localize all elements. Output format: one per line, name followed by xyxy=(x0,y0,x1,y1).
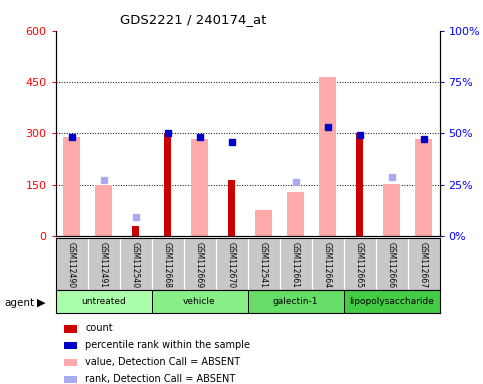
Bar xyxy=(132,226,139,236)
Bar xyxy=(356,133,363,236)
Text: value, Detection Call = ABSENT: value, Detection Call = ABSENT xyxy=(85,357,241,367)
Text: lipopolysaccharide: lipopolysaccharide xyxy=(349,297,434,306)
Bar xyxy=(64,342,77,349)
Bar xyxy=(228,180,235,236)
Bar xyxy=(63,137,80,236)
Text: GSM112666: GSM112666 xyxy=(387,242,396,288)
Text: rank, Detection Call = ABSENT: rank, Detection Call = ABSENT xyxy=(85,374,236,384)
Text: GSM112669: GSM112669 xyxy=(195,242,204,288)
Bar xyxy=(343,290,440,313)
Text: GSM112541: GSM112541 xyxy=(259,242,268,288)
Bar xyxy=(164,133,171,236)
Bar xyxy=(64,325,77,333)
Text: count: count xyxy=(85,323,113,333)
Bar xyxy=(415,139,432,236)
Text: GSM112667: GSM112667 xyxy=(419,242,428,288)
Bar xyxy=(287,192,304,236)
Bar xyxy=(64,376,77,383)
Text: percentile rank within the sample: percentile rank within the sample xyxy=(85,340,250,350)
Text: GSM112668: GSM112668 xyxy=(163,242,172,288)
Bar xyxy=(56,290,152,313)
Text: GSM112661: GSM112661 xyxy=(291,242,300,288)
Bar xyxy=(95,185,113,236)
Bar xyxy=(64,359,77,366)
Text: untreated: untreated xyxy=(81,297,126,306)
Bar xyxy=(152,290,248,313)
Text: GSM112665: GSM112665 xyxy=(355,242,364,288)
Bar xyxy=(191,139,208,236)
Text: agent: agent xyxy=(5,298,35,308)
Text: GSM112670: GSM112670 xyxy=(227,242,236,288)
Bar xyxy=(383,184,400,236)
Text: ▶: ▶ xyxy=(37,298,45,308)
Text: GDS2221 / 240174_at: GDS2221 / 240174_at xyxy=(120,13,267,26)
Text: vehicle: vehicle xyxy=(183,297,216,306)
Text: GSM112664: GSM112664 xyxy=(323,242,332,288)
Text: GSM112540: GSM112540 xyxy=(131,242,140,288)
Text: GSM112490: GSM112490 xyxy=(67,242,76,288)
Text: galectin-1: galectin-1 xyxy=(273,297,318,306)
Bar xyxy=(319,77,336,236)
Text: GSM112491: GSM112491 xyxy=(99,242,108,288)
Bar xyxy=(255,210,272,236)
Bar xyxy=(248,290,343,313)
